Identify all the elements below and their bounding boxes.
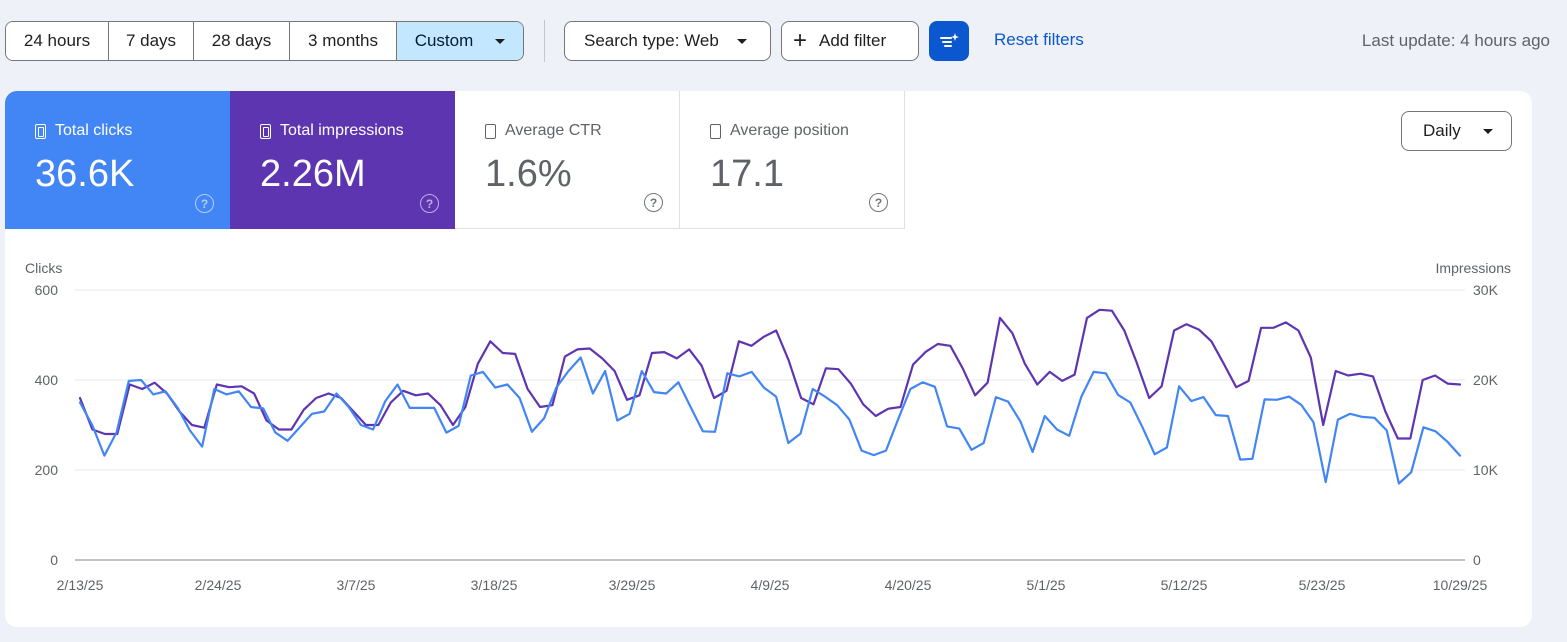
range-3-months-button[interactable]: 3 months	[290, 22, 397, 60]
metric-total-impressions[interactable]: Total impressions 2.26M ?	[230, 91, 455, 229]
date-range-selector: 24 hours 7 days 28 days 3 months Custom	[5, 21, 524, 61]
performance-card: Total clicks 36.6K ? Total impressions 2…	[5, 91, 1532, 627]
y-axis-left-label: Clicks	[25, 260, 62, 276]
chevron-down-icon	[495, 38, 506, 44]
y-axis-right-label: Impressions	[1436, 260, 1511, 276]
granularity-label: Daily	[1423, 121, 1461, 140]
sparkle-filter-icon	[940, 33, 959, 47]
x-tick-label: 2/13/25	[57, 577, 104, 593]
toolbar-divider	[544, 20, 545, 62]
checkbox-checked-icon	[35, 123, 46, 139]
x-tick-label: 10/29/25	[1433, 577, 1488, 593]
range-7-days-button[interactable]: 7 days	[109, 22, 194, 60]
metric-value: 36.6K	[35, 153, 135, 195]
metric-label-row: Total impressions	[260, 122, 404, 140]
tick-layer: 0 0 200 10K 400 20K 600 30K 2/13/25 2/24/25 3/7/25…	[35, 282, 1499, 593]
range-28-days-button[interactable]: 28 days	[194, 22, 290, 60]
chevron-down-icon	[736, 38, 747, 44]
x-tick-label: 3/7/25	[337, 577, 376, 593]
line-layer	[78, 308, 1462, 485]
search-type-label: Search type: Web	[584, 31, 719, 50]
x-tick-label: 3/18/25	[471, 577, 518, 593]
help-icon[interactable]: ?	[420, 194, 439, 213]
search-type-dropdown[interactable]: Search type: Web	[564, 21, 771, 61]
x-tick-label: 2/24/25	[195, 577, 242, 593]
metric-label-row: Total clicks	[35, 122, 132, 140]
range-custom-button[interactable]: Custom	[397, 22, 523, 60]
y-right-tick-label: 10K	[1473, 462, 1499, 478]
y-left-tick-label: 600	[35, 282, 59, 298]
y-right-tick-label: 30K	[1473, 282, 1499, 298]
series-line-impressions	[78, 308, 1462, 440]
range-24-hours-button[interactable]: 24 hours	[6, 22, 109, 60]
x-tick-label: 4/20/25	[885, 577, 932, 593]
x-tick-label: 5/1/25	[1027, 577, 1066, 593]
add-filter-label: Add filter	[819, 31, 887, 50]
metric-label: Total clicks	[55, 122, 133, 139]
series-line-clicks	[78, 356, 1462, 485]
y-left-tick-label: 400	[35, 372, 59, 388]
grid-layer	[75, 289, 1465, 561]
metric-value: 17.1	[710, 153, 784, 195]
add-filter-button[interactable]: + Add filter	[781, 21, 919, 61]
y-right-tick-label: 0	[1473, 552, 1481, 568]
y-right-tick-label: 20K	[1473, 372, 1499, 388]
toolbar: 24 hours 7 days 28 days 3 months Custom …	[0, 0, 1567, 82]
x-tick-label: 4/9/25	[751, 577, 790, 593]
checkbox-unchecked-icon	[485, 123, 496, 139]
y-left-tick-label: 200	[35, 462, 59, 478]
metric-label-row: Average position	[710, 122, 849, 140]
metric-value: 2.26M	[260, 153, 366, 195]
performance-chart: Clicks Impressions 0 0 200 10K 400 20K 600 30K 2…	[25, 260, 1511, 593]
plus-icon: +	[793, 27, 808, 54]
ai-filter-button[interactable]	[929, 21, 969, 61]
reset-filters-link[interactable]: Reset filters	[994, 30, 1084, 49]
checkbox-checked-icon	[260, 123, 271, 139]
y-left-tick-label: 0	[50, 552, 58, 568]
checkbox-unchecked-icon	[710, 123, 721, 139]
chevron-down-icon	[1482, 128, 1493, 134]
metric-average-ctr[interactable]: Average CTR 1.6% ?	[455, 91, 680, 229]
metric-average-position[interactable]: Average position 17.1 ?	[680, 91, 905, 229]
granularity-dropdown[interactable]: Daily	[1401, 111, 1512, 151]
metric-total-clicks[interactable]: Total clicks 36.6K ?	[5, 91, 230, 229]
x-tick-label: 5/23/25	[1299, 577, 1346, 593]
help-icon[interactable]: ?	[195, 194, 214, 213]
metric-label: Total impressions	[280, 122, 404, 139]
range-custom-label: Custom	[414, 31, 474, 50]
metric-label: Average CTR	[505, 122, 602, 139]
x-tick-label: 5/12/25	[1161, 577, 1208, 593]
last-update-text: Last update: 4 hours ago	[1361, 31, 1550, 50]
metric-value: 1.6%	[485, 153, 572, 195]
x-tick-label: 3/29/25	[609, 577, 656, 593]
help-icon[interactable]: ?	[869, 193, 888, 212]
metric-label-row: Average CTR	[485, 122, 602, 140]
help-icon[interactable]: ?	[644, 193, 663, 212]
metric-label: Average position	[730, 122, 849, 139]
